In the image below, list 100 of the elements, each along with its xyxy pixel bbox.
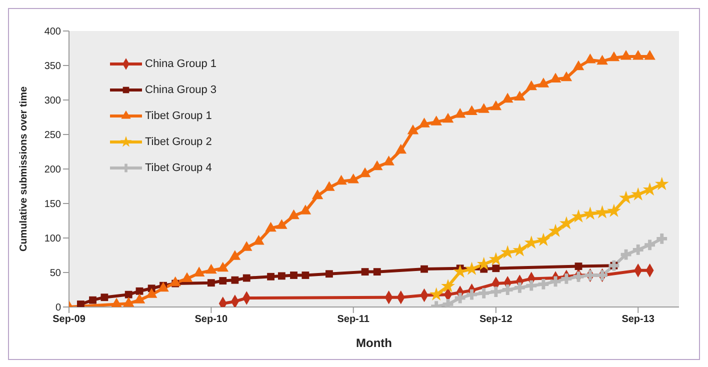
point: [361, 268, 369, 276]
legend-label: China Group 1: [145, 58, 217, 70]
point: [644, 240, 655, 250]
point: [265, 222, 276, 232]
y-tick-label: 400: [44, 26, 62, 38]
point: [76, 300, 84, 307]
y-tick-label: 50: [50, 268, 62, 280]
legend-label: Tibet Group 1: [145, 110, 212, 122]
point: [514, 282, 525, 293]
point: [300, 204, 312, 214]
point: [490, 286, 502, 298]
point: [278, 272, 286, 280]
y-tick-label: 350: [44, 61, 62, 72]
point: [371, 160, 383, 170]
y-tick-label: 250: [44, 130, 62, 142]
x-tick-label: Sep-09: [52, 314, 86, 326]
point: [573, 271, 584, 282]
point: [492, 264, 500, 272]
point: [596, 54, 608, 65]
point: [538, 78, 550, 88]
point: [572, 60, 584, 70]
point: [276, 219, 288, 229]
point: [620, 50, 632, 60]
point: [373, 268, 381, 276]
point: [407, 124, 419, 134]
point: [207, 279, 215, 287]
point: [548, 224, 562, 238]
point: [324, 181, 335, 191]
point: [595, 205, 610, 218]
point: [466, 289, 477, 300]
point: [181, 272, 193, 282]
point: [526, 80, 538, 90]
point: [620, 249, 632, 260]
x-axis-title: Month: [356, 336, 392, 350]
point: [418, 118, 430, 128]
point: [632, 50, 644, 60]
point: [206, 264, 217, 274]
point: [512, 243, 527, 256]
point: [429, 287, 444, 300]
point: [502, 92, 514, 103]
y-tick-label: 200: [44, 164, 62, 176]
point: [644, 50, 656, 60]
point: [89, 296, 96, 304]
y-tick-label: 150: [44, 199, 62, 210]
point: [538, 279, 549, 290]
x-tick-label: Sep-10: [194, 314, 228, 326]
point: [158, 282, 169, 292]
point: [606, 204, 621, 218]
point: [231, 276, 239, 284]
point: [642, 182, 657, 196]
point: [454, 108, 466, 118]
point: [219, 277, 227, 284]
x-tick-label: Sep-11: [337, 314, 370, 326]
point: [395, 144, 407, 154]
point: [466, 105, 478, 115]
point: [559, 216, 574, 230]
point: [253, 234, 264, 245]
point: [441, 278, 455, 292]
y-axis-title: Cumulative submissions over time: [18, 86, 30, 252]
point: [490, 100, 502, 110]
point: [348, 174, 359, 184]
point: [124, 290, 132, 298]
point: [584, 53, 596, 64]
point: [359, 167, 371, 178]
point: [632, 244, 644, 255]
point: [502, 284, 513, 295]
x-tick-label: Sep-13: [622, 314, 655, 326]
legend-label: Tibet Group 4: [145, 162, 212, 174]
point: [608, 51, 620, 62]
point: [290, 272, 298, 279]
point: [654, 176, 669, 190]
point: [574, 262, 582, 270]
point: [561, 274, 572, 284]
point: [302, 272, 310, 279]
point: [100, 294, 108, 302]
point: [550, 276, 561, 287]
point: [430, 116, 442, 126]
point: [560, 71, 572, 82]
point: [478, 103, 490, 113]
point: [136, 287, 144, 295]
point: [583, 206, 598, 220]
point: [312, 189, 324, 200]
point: [134, 294, 146, 304]
point: [240, 241, 252, 251]
point: [526, 280, 537, 291]
point: [336, 174, 347, 185]
y-tick-label: 300: [44, 96, 62, 107]
x-tick-label: Sep-12: [480, 314, 513, 326]
point: [288, 209, 300, 220]
point: [217, 262, 228, 272]
point: [267, 272, 274, 280]
point: [478, 288, 490, 298]
point: [383, 156, 394, 166]
legend-label: China Group 3: [145, 84, 217, 96]
point: [242, 274, 250, 282]
point: [229, 250, 241, 260]
y-tick-label: 0: [55, 302, 62, 314]
point: [420, 265, 428, 273]
point: [122, 297, 134, 307]
point: [488, 252, 503, 266]
